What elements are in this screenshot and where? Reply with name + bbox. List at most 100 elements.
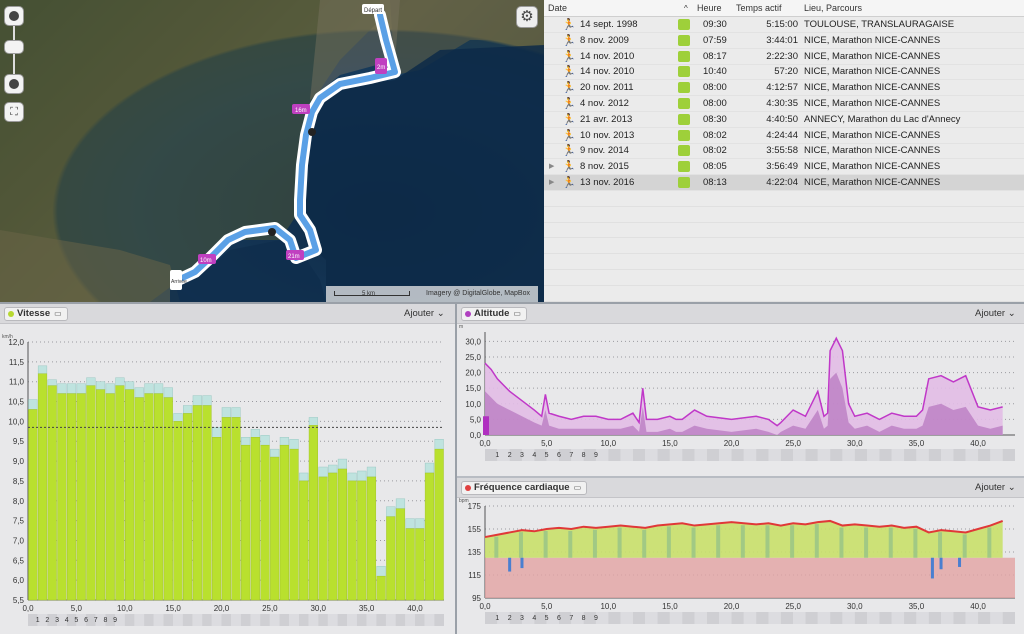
zoom-in-button[interactable] bbox=[4, 6, 24, 26]
y-tick-label: 8,0 bbox=[13, 497, 25, 506]
km-band bbox=[768, 612, 781, 624]
km-band bbox=[830, 449, 843, 461]
vitesse-add-button[interactable]: Ajouter ⌄ bbox=[404, 308, 445, 319]
altitude-tag[interactable]: Altitude ▭ bbox=[461, 307, 527, 321]
cell-date: 9 nov. 2014 bbox=[580, 145, 629, 157]
x-tick-label: 0,0 bbox=[479, 439, 491, 448]
km-band bbox=[240, 614, 251, 626]
speed-cap bbox=[86, 377, 96, 386]
hr-zone-stripe bbox=[617, 527, 622, 558]
x-tick-label: 20,0 bbox=[724, 439, 740, 448]
km-band bbox=[719, 449, 732, 461]
cell-lieu: NICE, Marathon NICE-CANNES bbox=[804, 66, 941, 78]
x-tick-label: 5,0 bbox=[541, 602, 553, 611]
km-band bbox=[854, 449, 868, 461]
table-row[interactable]: 🏃 21 avr. 2013 08:30 4:40:50 ANNECY, Maratho… bbox=[544, 112, 1024, 128]
speed-cap bbox=[231, 407, 241, 418]
cell-lieu: TOULOUSE, TRANSLAURAGAISE bbox=[804, 19, 955, 30]
table-row[interactable]: 🏃 9 nov. 2014 08:02 3:55:58 NICE, Marathon N… bbox=[544, 143, 1024, 160]
km-band bbox=[645, 449, 658, 461]
km-band bbox=[830, 612, 843, 624]
hr-zone-stripe bbox=[962, 534, 967, 558]
cell-temps-actif: 4:12:57 bbox=[766, 82, 798, 94]
km-band bbox=[595, 612, 609, 624]
heart-rate-add-button[interactable]: Ajouter ⌄ bbox=[975, 482, 1016, 493]
speed-cap bbox=[124, 381, 135, 390]
km-band bbox=[47, 614, 58, 626]
y-tick-label: 15,0 bbox=[465, 384, 481, 393]
cell-temps-actif: 4:22:04 bbox=[766, 177, 798, 188]
col-header-heure[interactable]: Heure bbox=[697, 3, 722, 13]
km-band bbox=[645, 612, 658, 624]
km-band bbox=[854, 612, 868, 624]
km-band bbox=[424, 614, 435, 626]
km-band bbox=[546, 612, 559, 624]
table-row[interactable]: 🏃 20 nov. 2011 08:00 4:12:57 NICE, Marathon … bbox=[544, 80, 1024, 97]
runner-icon: 🏃 bbox=[562, 34, 576, 47]
y-tick-label: 10,0 bbox=[8, 417, 24, 426]
table-row[interactable]: 🏃 8 nov. 2009 07:59 3:44:01 NICE, Marathon N… bbox=[544, 33, 1024, 49]
split-divider[interactable] bbox=[0, 302, 1024, 304]
activity-color-swatch bbox=[678, 82, 690, 94]
heart-rate-tag[interactable]: Fréquence cardiaque ▭ bbox=[461, 481, 588, 495]
km-label: 8 bbox=[103, 617, 107, 624]
speed-bar bbox=[212, 437, 222, 601]
x-tick-label: 25,0 bbox=[785, 602, 801, 611]
sort-chevron-icon[interactable]: ^ bbox=[684, 4, 688, 13]
table-row[interactable]: 🏃 14 sept. 1998 09:30 5:15:00 TOULOUSE, TRAN… bbox=[544, 17, 1024, 33]
zoom-out-button[interactable] bbox=[4, 74, 24, 94]
popout-icon[interactable]: ▭ bbox=[513, 309, 521, 318]
cell-heure: 10:40 bbox=[703, 66, 727, 78]
altitude-chart: 1 2 3 4 5 6 7 8 9 0,0 5,0 10,0 15,0 20,0 25,0 30,0 m 0,0 5… bbox=[459, 324, 1015, 461]
km-band bbox=[978, 612, 991, 624]
disclosure-triangle-icon[interactable]: ▶ bbox=[549, 179, 555, 186]
cell-heure: 09:30 bbox=[703, 19, 727, 30]
km-band bbox=[904, 612, 917, 624]
speed-cap bbox=[299, 472, 309, 482]
altitude-dot-icon bbox=[465, 311, 471, 317]
km-label: 7 bbox=[94, 617, 98, 624]
table-row[interactable]: ▶ 🏃 13 nov. 2016 08:13 4:22:04 NICE, Marathon… bbox=[544, 175, 1024, 191]
vitesse-tag[interactable]: Vitesse ▭ bbox=[4, 307, 68, 321]
fullscreen-button[interactable]: ⛶ bbox=[4, 102, 24, 122]
split-divider-vertical[interactable] bbox=[455, 304, 457, 634]
chevron-down-icon: ⌄ bbox=[436, 308, 445, 319]
km-label: 2 bbox=[508, 615, 512, 622]
cell-heure: 08:30 bbox=[703, 113, 727, 125]
km-band bbox=[86, 614, 96, 626]
km-band bbox=[558, 612, 572, 624]
table-row[interactable]: 🏃 4 nov. 2012 08:00 4:30:35 NICE, Marathon N… bbox=[544, 96, 1024, 112]
speed-cap bbox=[415, 518, 425, 529]
zoom-slider-handle[interactable] bbox=[4, 40, 24, 54]
route-map[interactable]: Départ 2m 16m 21m 10m Arrivée bbox=[0, 0, 544, 302]
km-label: 9 bbox=[594, 452, 598, 459]
altitude-add-button[interactable]: Ajouter ⌄ bbox=[975, 308, 1016, 319]
km-label: 6 bbox=[557, 615, 561, 622]
km-band bbox=[719, 612, 732, 624]
map-settings-button[interactable]: ⚙ bbox=[516, 6, 538, 28]
cell-temps-actif: 3:55:58 bbox=[766, 145, 798, 157]
col-header-temps-actif[interactable]: Temps actif bbox=[736, 3, 782, 13]
table-row[interactable]: ▶ 🏃 8 nov. 2015 08:05 3:56:49 NICE, Marathon … bbox=[544, 159, 1024, 176]
km-band bbox=[965, 449, 979, 461]
speed-cap bbox=[28, 399, 38, 410]
km-band bbox=[916, 449, 929, 461]
table-row[interactable]: 🏃 10 nov. 2013 08:02 4:24:44 NICE, Marathon … bbox=[544, 128, 1024, 144]
table-row[interactable]: 🏃 14 nov. 2010 08:17 2:22:30 NICE, Marathon … bbox=[544, 49, 1024, 65]
table-row[interactable]: 🏃 14 nov. 2010 10:40 57:20 NICE, Marathon NI… bbox=[544, 64, 1024, 81]
km-band bbox=[780, 449, 794, 461]
col-header-date[interactable]: Date bbox=[548, 3, 568, 13]
km-band bbox=[583, 612, 596, 624]
y-tick-label: 11,5 bbox=[9, 358, 25, 367]
popout-icon[interactable]: ▭ bbox=[573, 483, 582, 492]
runner-icon: 🏃 bbox=[562, 129, 576, 142]
km-label: 6 bbox=[84, 617, 88, 624]
waypoint-icon bbox=[308, 128, 316, 136]
speed-cap bbox=[347, 472, 357, 482]
activities-table[interactable]: Date ^ Heure Temps actif Lieu, Parcours … bbox=[544, 0, 1024, 318]
popout-icon[interactable]: ▭ bbox=[54, 309, 62, 318]
col-header-lieu[interactable]: Lieu, Parcours bbox=[804, 3, 863, 13]
km-band bbox=[682, 449, 695, 461]
y-tick-label: 6,5 bbox=[13, 556, 25, 565]
disclosure-triangle-icon[interactable]: ▶ bbox=[549, 163, 555, 171]
